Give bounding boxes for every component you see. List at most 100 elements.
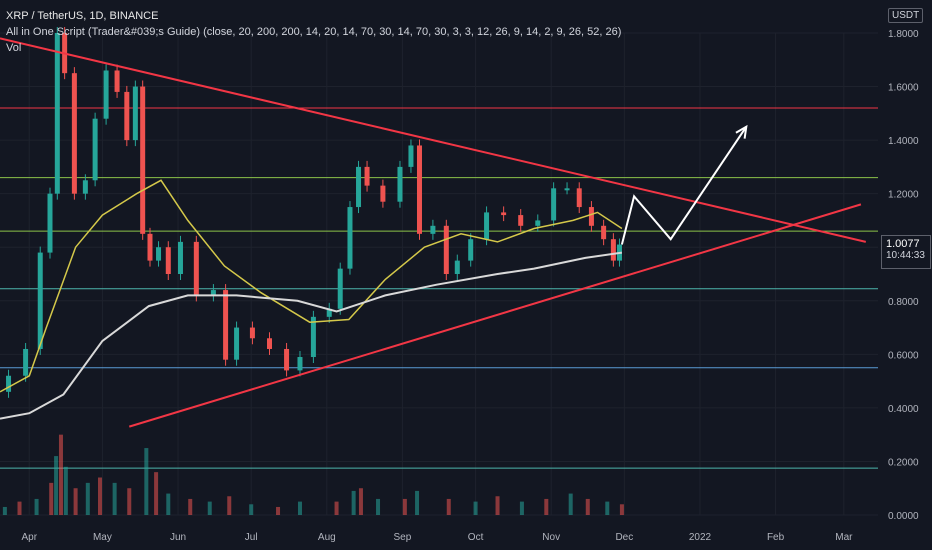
candle-body [484, 212, 490, 240]
candle-body [564, 188, 570, 191]
volume-label[interactable]: Vol [6, 42, 22, 54]
y-tick-label: 0.8000 [888, 297, 919, 308]
y-axis: 1.80001.60001.40001.20001.00000.80000.60… [888, 29, 919, 522]
x-tick-label: Jul [245, 532, 258, 543]
moving-averages [0, 179, 623, 420]
y-tick-label: 0.4000 [888, 404, 919, 415]
candle-body [551, 188, 557, 221]
indicator-label[interactable]: All in One Script (Trader&#039;s Guide) … [6, 26, 622, 38]
volume-bar [49, 482, 54, 515]
volume-bar [207, 501, 212, 515]
candle-body [356, 166, 362, 208]
volume-bar [85, 482, 90, 515]
projection-path [620, 124, 748, 245]
candle-body [601, 225, 607, 240]
price-candles [6, 27, 622, 398]
candle-body [71, 73, 77, 194]
volume-bar [227, 496, 232, 515]
projection-arrowhead [735, 124, 748, 139]
y-tick-label: 1.4000 [888, 136, 919, 147]
y-tick-label: 1.8000 [888, 29, 919, 40]
candle-body [535, 220, 541, 226]
candle-body [92, 118, 98, 181]
volume-bar [112, 482, 117, 515]
candle-body [380, 185, 386, 202]
volume-bar [34, 498, 39, 515]
last-price-value: 1.0077 [886, 238, 920, 250]
volume-bar [249, 504, 254, 515]
volume-bar [73, 488, 78, 515]
volume-bar [402, 498, 407, 515]
currency-badge[interactable]: USDT [888, 8, 924, 23]
candle-body [147, 233, 153, 261]
candle-body [430, 225, 436, 234]
symbol-label[interactable]: XRP / TetherUS, 1D, BINANCE [6, 10, 159, 22]
chart-grid [0, 32, 878, 516]
candle-body [23, 348, 29, 376]
volume-bar [544, 498, 549, 515]
candle-body [337, 268, 343, 309]
x-tick-label: Feb [767, 532, 785, 543]
candle-body [408, 145, 414, 167]
y-tick-label: 1.2000 [888, 190, 919, 201]
candle-body [501, 212, 507, 216]
x-tick-label: Sep [394, 532, 412, 543]
candle-body [193, 241, 199, 296]
bar-countdown: 10:44:33 [886, 250, 925, 261]
x-tick-label: May [93, 532, 112, 543]
x-tick-label: Aug [318, 532, 336, 543]
volume-bar [619, 504, 624, 515]
candle-body [347, 207, 353, 269]
volume-bar [358, 488, 363, 515]
y-tick-label: 1.6000 [888, 83, 919, 94]
candle-body [326, 308, 332, 317]
candle-body [610, 239, 616, 261]
volume-bar [2, 506, 7, 515]
candle-body [284, 348, 290, 371]
volume-bar [446, 498, 451, 515]
candle-body [6, 375, 12, 392]
x-tick-label: Nov [542, 532, 560, 543]
volume-bar [351, 490, 356, 515]
projection-line [620, 126, 748, 245]
volume-bar [166, 493, 171, 515]
candle-body [234, 327, 240, 360]
candle-body [82, 180, 88, 194]
candle-body [165, 247, 171, 274]
volume-bar [276, 506, 281, 515]
volume-bar [585, 498, 590, 515]
x-axis: Apr May Jun Jul Aug Sep Oct Nov Dec 2022 Feb Mar [21, 532, 853, 543]
x-tick-label: Jun [170, 532, 186, 543]
y-tick-label: 0.2000 [888, 457, 919, 468]
candle-body [454, 260, 460, 274]
chart-legend: XRP / TetherUS, 1D, BINANCE All in One S… [6, 8, 621, 56]
candle-body [223, 290, 229, 360]
moving-average-line [0, 179, 623, 393]
candle-body [37, 252, 43, 349]
candle-body [47, 193, 53, 253]
volume-bar [144, 448, 149, 515]
volume-bar [127, 488, 132, 515]
candle-body [518, 215, 524, 226]
volume-bar [54, 456, 59, 515]
moving-average-line [0, 251, 623, 420]
candle-body [132, 86, 138, 141]
volume-bar [376, 498, 381, 515]
volume-bar [63, 466, 68, 515]
volume-bar [605, 501, 610, 515]
candle-body [297, 357, 303, 371]
candle-body [177, 241, 183, 274]
candle-body [310, 316, 316, 358]
volume-bar [97, 477, 102, 515]
trendline [0, 37, 867, 243]
volume-bar [415, 490, 420, 515]
volume-bar [568, 493, 573, 515]
volume-bar [334, 501, 339, 515]
candle-body [443, 225, 449, 274]
volume-bar [154, 472, 159, 515]
candle-body [576, 188, 582, 208]
horizontal-levels [0, 107, 878, 469]
x-tick-label: Mar [835, 532, 853, 543]
candle-body [140, 86, 146, 234]
